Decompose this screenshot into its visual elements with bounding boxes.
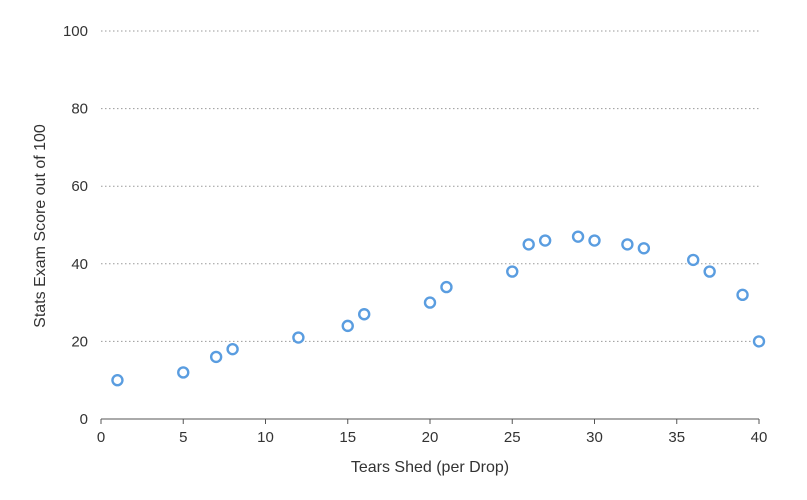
data-point bbox=[292, 331, 305, 344]
x-tick-label: 20 bbox=[422, 429, 439, 446]
y-tick-label: 80 bbox=[71, 101, 88, 118]
x-tick-label: 40 bbox=[751, 429, 768, 446]
data-point bbox=[588, 234, 601, 247]
y-tick-label: 40 bbox=[71, 256, 88, 273]
data-point bbox=[736, 288, 749, 302]
x-tick-label: 35 bbox=[668, 429, 685, 446]
data-point bbox=[358, 308, 371, 321]
y-tick-label: 100 bbox=[63, 23, 88, 40]
data-point bbox=[341, 319, 354, 333]
x-tick-label: 0 bbox=[97, 429, 105, 446]
x-tick-label: 5 bbox=[179, 429, 187, 446]
data-point bbox=[637, 242, 651, 255]
data-point bbox=[571, 230, 585, 243]
gridlines bbox=[101, 30, 759, 342]
x-tick-label: 25 bbox=[504, 429, 521, 446]
y-tick-label: 60 bbox=[71, 178, 88, 195]
x-axis-ticks: 0 5 10 15 20 25 30 35 40 bbox=[97, 419, 768, 446]
data-point bbox=[687, 253, 700, 267]
x-tick-label: 10 bbox=[257, 429, 274, 446]
data-point bbox=[621, 238, 634, 251]
data-point bbox=[440, 280, 453, 294]
y-tick-label: 20 bbox=[71, 333, 88, 350]
y-axis-ticks: 0 20 40 60 80 100 bbox=[63, 23, 88, 428]
data-point bbox=[522, 238, 535, 251]
data-point bbox=[703, 265, 716, 278]
data-point bbox=[538, 234, 552, 247]
data-point bbox=[506, 265, 519, 278]
y-axis-label: Stats Exam Score out of 100 bbox=[32, 124, 49, 328]
data-point bbox=[752, 335, 766, 348]
data-point bbox=[226, 342, 239, 356]
data-point bbox=[423, 296, 437, 309]
data-point bbox=[111, 374, 124, 387]
data-points bbox=[111, 230, 766, 387]
data-point bbox=[209, 350, 223, 364]
y-tick-label: 0 bbox=[80, 411, 88, 428]
x-tick-label: 30 bbox=[586, 429, 603, 446]
x-tick-label: 15 bbox=[339, 429, 356, 446]
x-axis-label: Tears Shed (per Drop) bbox=[351, 459, 509, 476]
data-point bbox=[177, 366, 190, 379]
